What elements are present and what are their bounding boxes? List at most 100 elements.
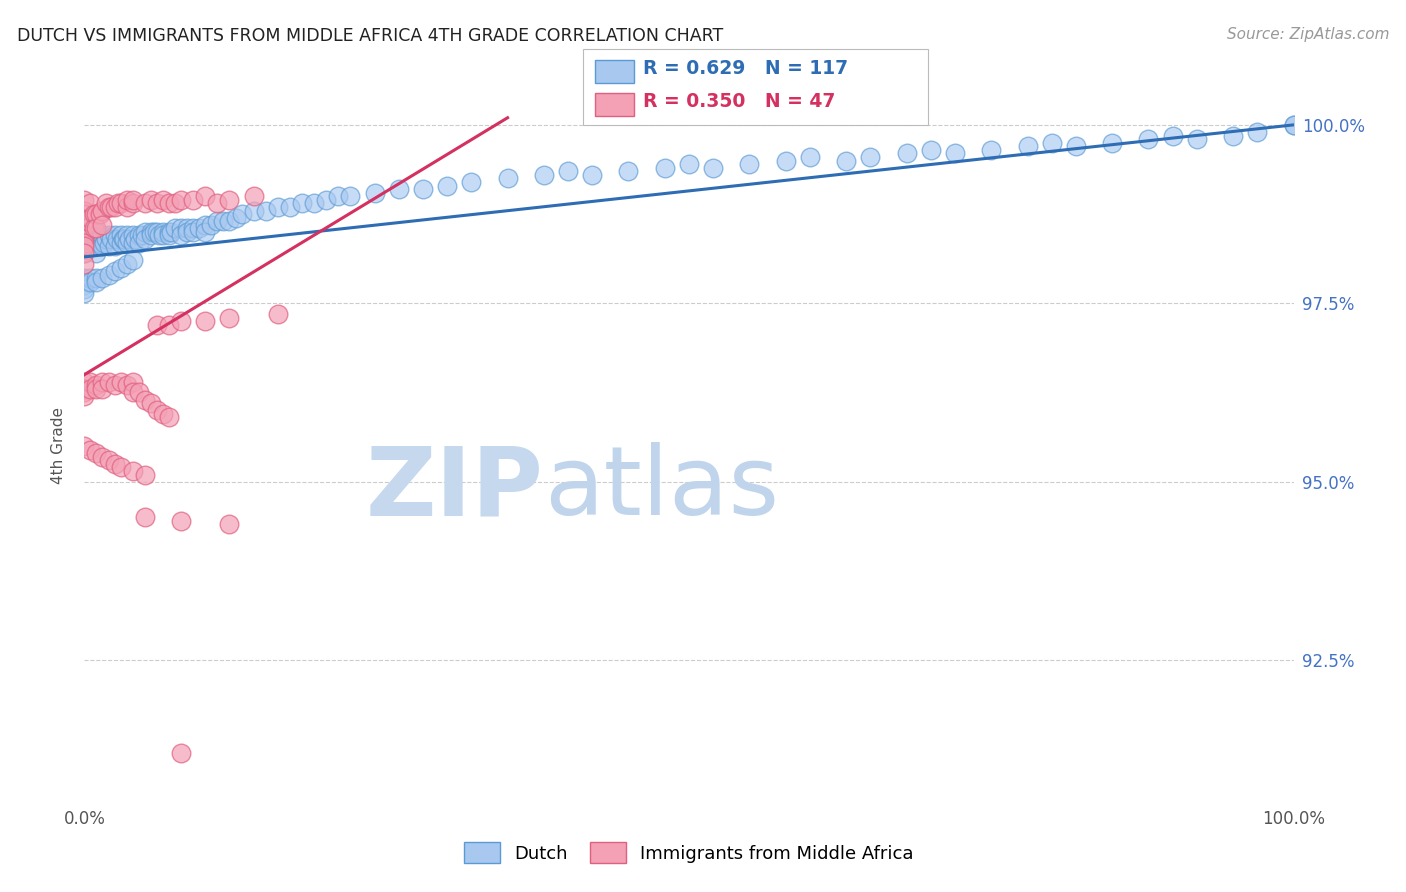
Point — [91, 239, 114, 253]
Point — [170, 514, 193, 528]
Point — [1246, 125, 1268, 139]
Point — [200, 218, 222, 232]
Point — [267, 307, 290, 321]
Point — [73, 282, 96, 296]
Point — [91, 450, 114, 464]
Point — [86, 207, 108, 221]
Point — [152, 225, 174, 239]
Point — [104, 264, 127, 278]
Point — [128, 235, 150, 250]
Point — [1185, 132, 1208, 146]
Point — [152, 407, 174, 421]
Point — [121, 235, 143, 250]
Point — [146, 403, 169, 417]
Point — [218, 517, 240, 532]
Point — [157, 318, 180, 332]
Point — [188, 221, 211, 235]
Point — [1222, 128, 1244, 143]
Point — [97, 453, 120, 467]
Point — [152, 228, 174, 243]
Point — [702, 161, 724, 175]
Point — [194, 314, 217, 328]
Point — [134, 196, 156, 211]
Legend: Dutch, Immigrants from Middle Africa: Dutch, Immigrants from Middle Africa — [456, 833, 922, 872]
Point — [176, 225, 198, 239]
Point — [86, 235, 108, 250]
Text: ZIP: ZIP — [366, 442, 544, 535]
Point — [181, 193, 204, 207]
Point — [86, 271, 108, 285]
Point — [121, 253, 143, 268]
Point — [799, 150, 821, 164]
Point — [328, 189, 350, 203]
Point — [212, 214, 235, 228]
Point — [146, 196, 169, 211]
Point — [170, 193, 193, 207]
Point — [104, 457, 127, 471]
Point — [139, 228, 162, 243]
Point — [218, 310, 240, 325]
Point — [181, 225, 204, 239]
Point — [1282, 118, 1305, 132]
Point — [267, 200, 290, 214]
Point — [73, 382, 96, 396]
Point — [100, 232, 122, 246]
Point — [73, 239, 96, 253]
Point — [148, 228, 170, 243]
Point — [302, 196, 325, 211]
Point — [107, 196, 129, 211]
Point — [242, 203, 264, 218]
Point — [91, 382, 114, 396]
Point — [128, 385, 150, 400]
Point — [980, 143, 1002, 157]
Point — [104, 378, 127, 392]
Point — [73, 382, 96, 396]
Point — [134, 510, 156, 524]
Point — [73, 235, 96, 250]
Point — [115, 378, 138, 392]
Point — [97, 228, 120, 243]
Point — [110, 196, 132, 211]
Point — [79, 382, 101, 396]
Point — [73, 243, 96, 257]
Point — [87, 232, 110, 246]
Point — [1282, 118, 1305, 132]
Point — [91, 375, 114, 389]
Point — [115, 257, 138, 271]
Point — [152, 193, 174, 207]
Point — [94, 196, 117, 211]
Point — [121, 196, 143, 211]
Point — [738, 157, 761, 171]
Point — [157, 410, 180, 425]
Point — [73, 235, 96, 250]
Point — [1137, 132, 1160, 146]
Point — [654, 161, 676, 175]
Y-axis label: 4th Grade: 4th Grade — [51, 408, 66, 484]
Point — [73, 207, 96, 221]
Point — [73, 385, 96, 400]
Point — [83, 221, 105, 235]
Point — [84, 232, 107, 246]
Point — [160, 225, 183, 239]
Point — [157, 196, 180, 211]
Point — [170, 314, 193, 328]
Text: DUTCH VS IMMIGRANTS FROM MIDDLE AFRICA 4TH GRADE CORRELATION CHART: DUTCH VS IMMIGRANTS FROM MIDDLE AFRICA 4… — [17, 27, 723, 45]
Point — [1161, 128, 1184, 143]
Point — [412, 182, 434, 196]
Point — [139, 225, 162, 239]
Point — [112, 232, 135, 246]
Point — [207, 214, 229, 228]
Point — [496, 171, 519, 186]
Text: R = 0.629   N = 117: R = 0.629 N = 117 — [643, 59, 848, 78]
Text: R = 0.350   N = 47: R = 0.350 N = 47 — [643, 92, 835, 112]
Point — [73, 275, 96, 289]
Point — [91, 228, 114, 243]
Point — [115, 228, 138, 243]
Point — [533, 168, 555, 182]
Point — [105, 232, 128, 246]
Point — [97, 239, 120, 253]
Point — [73, 239, 96, 253]
Point — [835, 153, 858, 168]
Point — [79, 239, 101, 253]
Point — [104, 200, 127, 214]
